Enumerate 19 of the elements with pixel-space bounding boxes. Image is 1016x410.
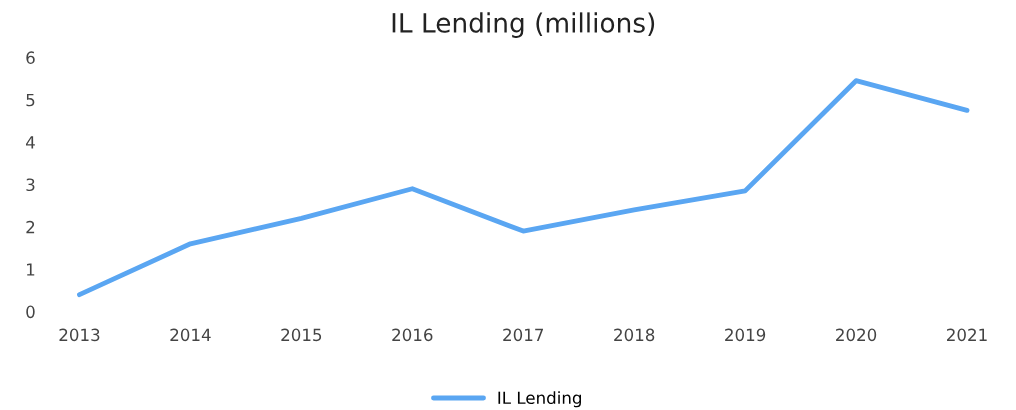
x-tick-label: 2013 <box>59 328 100 342</box>
y-tick-label: 5 <box>26 93 35 107</box>
x-tick-label: 2018 <box>614 328 655 342</box>
chart-title: IL Lending (millions) <box>392 12 655 38</box>
x-tick-label: 2020 <box>836 328 877 342</box>
y-tick-label: 0 <box>26 305 35 319</box>
x-tick-label: 2014 <box>170 328 211 342</box>
line-series <box>77 78 970 298</box>
x-tick-label: 2016 <box>392 328 433 342</box>
y-tick-label: 3 <box>26 178 35 192</box>
x-tick-label: 2019 <box>725 328 766 342</box>
x-tick-label: 2017 <box>503 328 544 342</box>
y-tick-label: 6 <box>26 51 35 64</box>
x-tick-label: 2021 <box>947 328 987 342</box>
x-tick-label: 2015 <box>281 328 322 342</box>
y-tick-label: 2 <box>26 220 35 234</box>
y-tick-label: 1 <box>27 263 35 276</box>
legend-label: IL Lending <box>498 391 581 408</box>
y-tick-label: 4 <box>25 136 35 149</box>
